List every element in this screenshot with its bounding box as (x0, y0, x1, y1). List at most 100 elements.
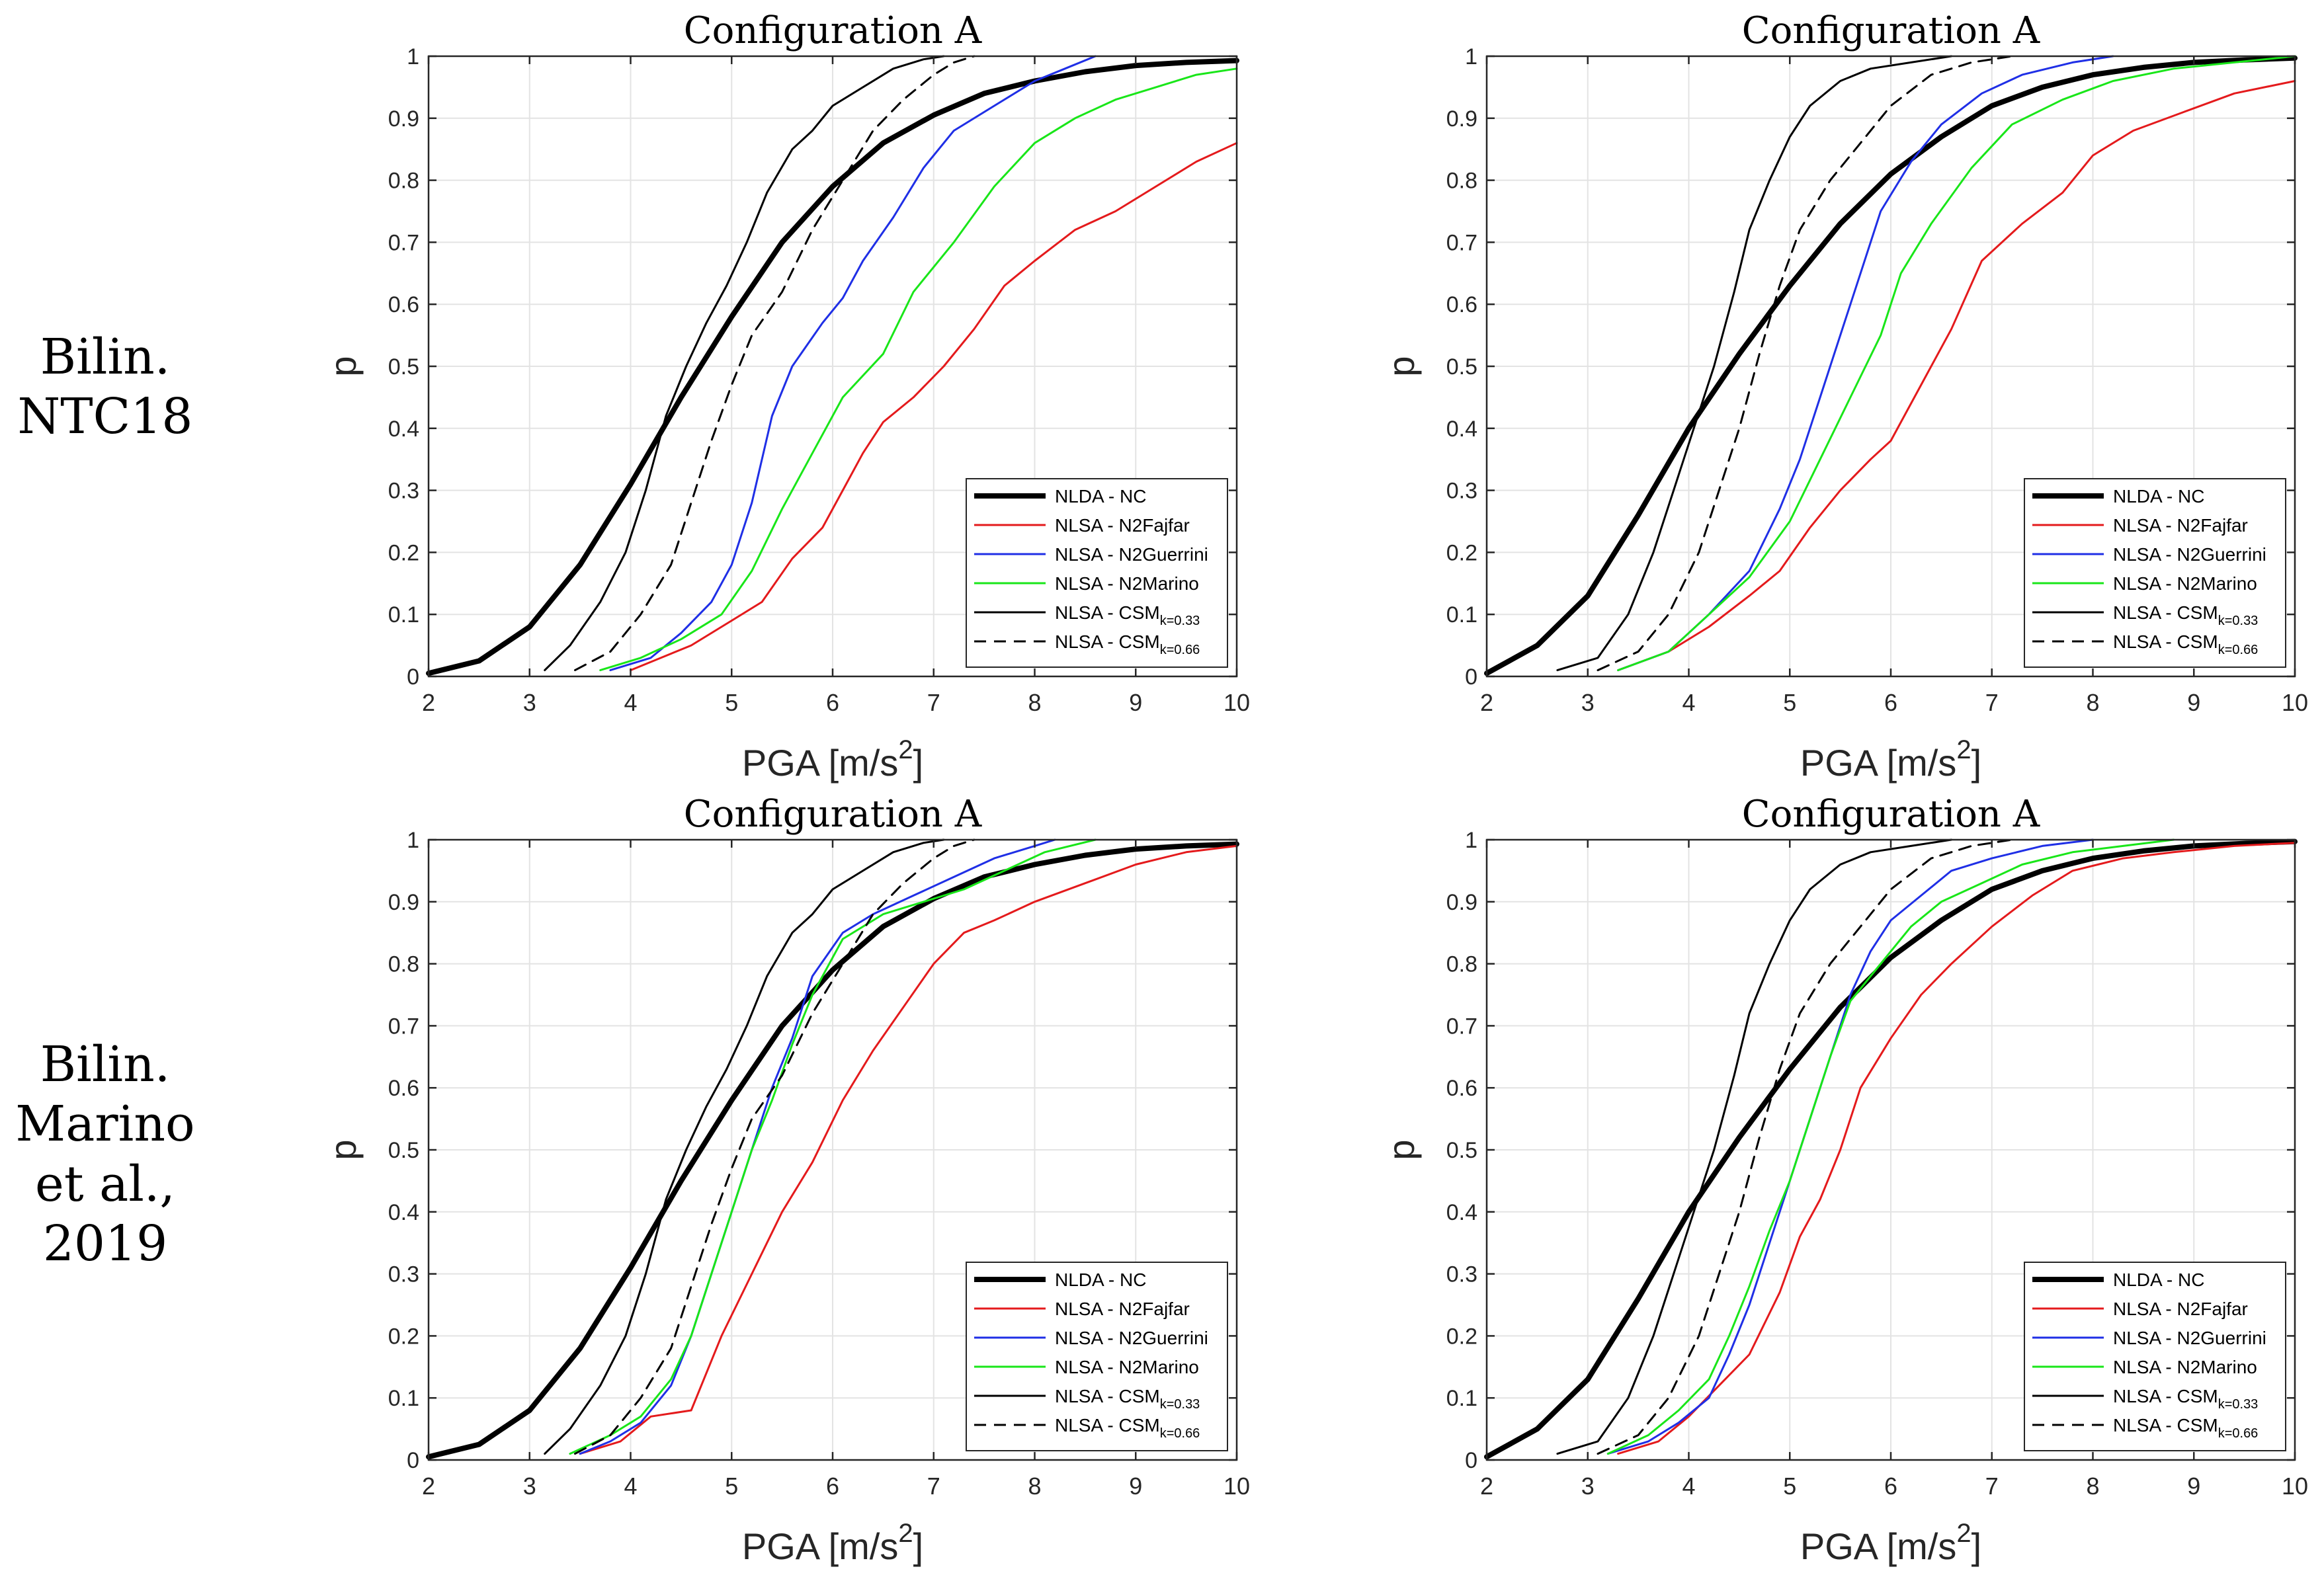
x-tick-label: 2 (422, 689, 435, 716)
legend: NLDA - NC NLSA - N2Fajfar NLSA - N2Guerrin… (966, 478, 1228, 668)
y-tick-label: 0.3 (1446, 479, 1477, 504)
legend-label-text: NLSA - N2Guerrini (1055, 544, 1208, 565)
legend-label-csm066: NLSA - CSMk=0.66 (1055, 1415, 1200, 1441)
chart-panel-bottom-left: 2 3 4 5 6 7 8 9 10 0 0.1 0.2 0.3 0.4 0.5 0.6 0.7 0.8 0.9 1 C… (301, 784, 1438, 1570)
series-line-fajfar (1617, 80, 2296, 672)
y-tick-label: 0.7 (388, 1014, 419, 1039)
series-line-csm066 (574, 55, 975, 672)
row-label-line: 2019 (42, 1215, 168, 1272)
y-tick-label: 0.9 (1446, 106, 1477, 132)
y-tick-label: 1 (407, 44, 419, 69)
x-axis-label-superscript: 2 (1956, 735, 1971, 764)
y-tick-label: 0.1 (388, 1386, 419, 1411)
y-tick-label: 0.9 (1446, 890, 1477, 915)
x-axis-label-superscript: 2 (898, 735, 913, 764)
legend-label-subscript: k=0.66 (2218, 1426, 2259, 1441)
y-axis-label: p (1380, 356, 1422, 376)
legend-label-text: NLSA - CSM (2113, 631, 2218, 652)
legend-label-text: NLSA - N2Marino (1055, 573, 1199, 594)
chart-title: Configuration A (1742, 793, 2040, 836)
legend-label-guerrini: NLSA - N2Guerrini (2113, 544, 2266, 565)
y-tick-label: 0.2 (388, 540, 419, 565)
legend-label-csm033: NLSA - CSMk=0.33 (2113, 602, 2258, 628)
row-label-marino: Bilin. Marino et al., 2019 (0, 1035, 210, 1273)
legend-label-marino: NLSA - N2Marino (2113, 1357, 2257, 1377)
legend-label-csm033: NLSA - CSMk=0.33 (1055, 602, 1200, 628)
x-axis-label-main: PGA [m/s (1800, 742, 1957, 784)
row-label-ntc18: Bilin. NTC18 (0, 327, 210, 447)
y-tick-label: 0 (407, 665, 419, 690)
legend-box (966, 1262, 1228, 1451)
legend-label-subscript: k=0.33 (1160, 1397, 1200, 1412)
series-line-csm066 (1597, 838, 2013, 1455)
y-tick-label: 0.5 (1446, 1138, 1477, 1163)
series-line-fajfar (630, 141, 1238, 672)
x-axis-label-main: PGA [m/s (742, 742, 899, 784)
y-tick-label: 0.6 (1446, 292, 1477, 317)
y-tick-label: 0.1 (388, 602, 419, 627)
legend-label-text: NLDA - NC (2113, 1270, 2204, 1290)
legend-label-guerrini: NLSA - N2Guerrini (1055, 1328, 1208, 1348)
series-line-nc (426, 841, 1239, 1460)
legend-label-subscript: k=0.66 (2218, 643, 2259, 657)
legend-label-text: NLSA - N2Guerrini (1055, 1328, 1208, 1348)
series-line-fajfar (579, 844, 1238, 1455)
legend-label-fajfar: NLSA - N2Fajfar (1055, 1299, 1190, 1319)
legend-label-fajfar: NLSA - N2Fajfar (2113, 1299, 2248, 1319)
row-label-line: NTC18 (17, 388, 193, 446)
legend-label-guerrini: NLSA - N2Guerrini (2113, 1328, 2266, 1348)
x-tick-label: 3 (1581, 1473, 1595, 1500)
y-axis-label: p (322, 356, 364, 376)
chart-title: Configuration A (684, 9, 982, 52)
legend-label-nc: NLDA - NC (1055, 1270, 1146, 1290)
y-tick-label: 1 (1465, 44, 1477, 69)
legend-label-text: NLSA - CSM (1055, 631, 1160, 652)
legend-label-fajfar: NLSA - N2Fajfar (1055, 515, 1190, 536)
legend-label-text: NLSA - N2Fajfar (2113, 1299, 2248, 1319)
y-tick-label: 0.2 (1446, 540, 1477, 565)
legend-label-subscript: k=0.66 (1160, 643, 1200, 657)
legend-label-text: NLSA - N2Fajfar (1055, 515, 1190, 536)
x-tick-label: 8 (2086, 1473, 2099, 1500)
x-axis-label: PGA [m/s2] (742, 735, 923, 784)
legend-label-text: NLSA - N2Fajfar (1055, 1299, 1190, 1319)
legend-label-fajfar: NLSA - N2Fajfar (2113, 515, 2248, 536)
chart-title: Configuration A (1742, 9, 2040, 52)
legend-label-csm066: NLSA - CSMk=0.66 (1055, 631, 1200, 657)
legend-label-text: NLSA - N2Marino (2113, 573, 2257, 594)
x-tick-label: 8 (1028, 1473, 1041, 1500)
legend: NLDA - NC NLSA - N2Fajfar NLSA - N2Guerrin… (966, 1262, 1228, 1451)
series-line-marino (1606, 838, 2175, 1455)
y-tick-label: 0.5 (1446, 354, 1477, 380)
y-tick-label: 0.6 (1446, 1076, 1477, 1101)
x-axis-label-suffix: ] (913, 1525, 924, 1567)
legend-label-text: NLSA - CSM (2113, 1415, 2218, 1435)
x-tick-label: 8 (2086, 689, 2099, 716)
y-tick-label: 0.4 (1446, 417, 1477, 442)
y-tick-label: 0.2 (1446, 1324, 1477, 1349)
x-axis-label: PGA [m/s2] (1800, 1519, 1981, 1567)
y-tick-label: 0.4 (1446, 1200, 1477, 1225)
legend-label-subscript: k=0.33 (1160, 614, 1200, 628)
series-line-nc (1484, 838, 2298, 1460)
x-tick-label: 5 (1783, 689, 1796, 716)
legend-label-text: NLSA - CSM (1055, 1386, 1160, 1406)
x-tick-label: 3 (523, 1473, 536, 1500)
chart-panel-top-right: 2 3 4 5 6 7 8 9 10 0 0.1 0.2 0.3 0.4 0.5 0.6 0.7 0.8 0.9 1 C… (1359, 0, 2324, 787)
series-line-csm066 (574, 838, 975, 1455)
chart-svg: 2 3 4 5 6 7 8 9 10 0 0.1 0.2 0.3 0.4 0.5 0.6 0.7 0.8 0.9 1 C… (1380, 793, 2308, 1567)
y-tick-label: 0 (407, 1448, 419, 1473)
legend-box (2024, 1262, 2286, 1451)
series-line-csm066 (1597, 55, 2013, 672)
x-tick-label: 2 (1480, 1473, 1493, 1500)
y-tick-label: 0.7 (388, 230, 419, 255)
series-line-guerrini (579, 838, 1056, 1455)
legend-label-text: NLSA - CSM (1055, 1415, 1160, 1435)
series-line-marino (599, 67, 1238, 672)
y-tick-label: 0.6 (388, 292, 419, 317)
x-tick-label: 3 (1581, 689, 1595, 716)
x-tick-label: 5 (725, 689, 738, 716)
y-tick-label: 0.9 (388, 890, 419, 915)
y-tick-label: 0.7 (1446, 1014, 1477, 1039)
x-tick-label: 7 (1985, 689, 1999, 716)
